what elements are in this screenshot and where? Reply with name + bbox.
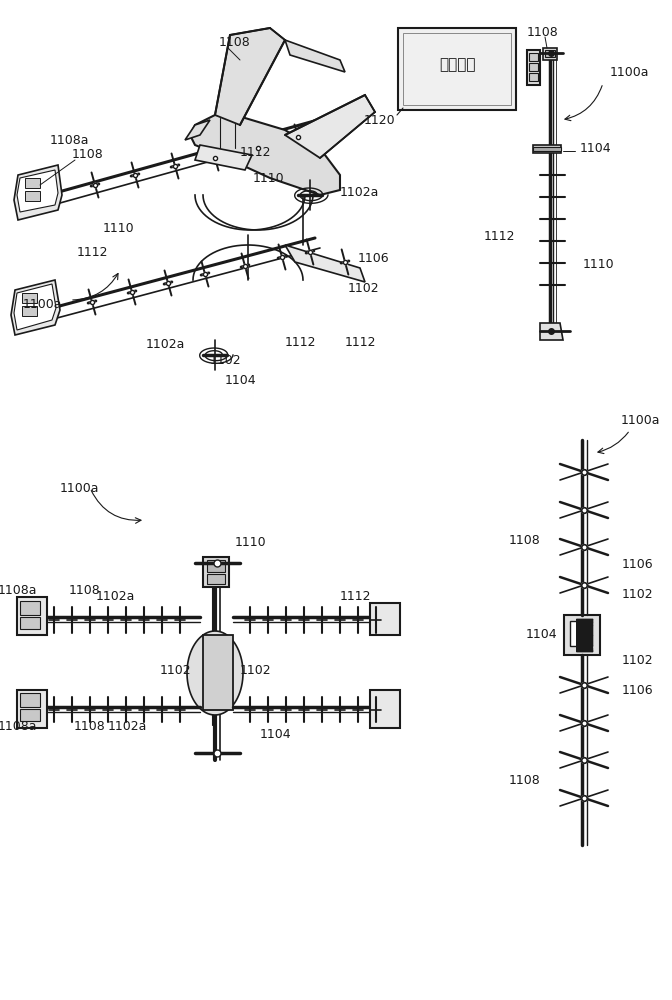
Text: 1108a: 1108a <box>0 720 37 734</box>
Bar <box>564 615 600 655</box>
Polygon shape <box>527 50 540 85</box>
Text: 1102: 1102 <box>622 654 654 666</box>
Polygon shape <box>187 631 243 715</box>
Text: 1102: 1102 <box>209 354 241 366</box>
Polygon shape <box>215 28 285 125</box>
Text: 1108: 1108 <box>69 584 101 596</box>
Text: 1106: 1106 <box>622 684 654 696</box>
Text: 1108: 1108 <box>527 26 559 39</box>
Bar <box>403 33 511 105</box>
Bar <box>17 597 47 635</box>
Bar <box>25 178 40 188</box>
Polygon shape <box>190 115 340 195</box>
Bar <box>22 293 37 303</box>
Polygon shape <box>185 120 210 140</box>
Polygon shape <box>14 284 56 330</box>
Text: 控制系统: 控制系统 <box>439 57 475 73</box>
Text: 1102a: 1102a <box>108 720 146 734</box>
Bar <box>398 28 516 110</box>
Text: 1110: 1110 <box>252 172 284 184</box>
Bar <box>207 574 225 584</box>
Text: 1112: 1112 <box>340 590 372 603</box>
Bar <box>203 635 233 710</box>
Bar <box>17 690 47 728</box>
Text: 1104: 1104 <box>259 728 291 742</box>
Text: 1112: 1112 <box>344 336 376 349</box>
Polygon shape <box>285 40 345 72</box>
Text: 1104: 1104 <box>526 629 557 642</box>
Text: 1100a: 1100a <box>620 414 660 426</box>
Text: 1110: 1110 <box>102 222 134 234</box>
Bar <box>533 147 561 151</box>
Bar <box>529 63 538 71</box>
Text: 1102: 1102 <box>622 588 654 601</box>
Text: 1108: 1108 <box>219 35 251 48</box>
Text: 1104: 1104 <box>580 141 612 154</box>
Text: 1106: 1106 <box>358 251 390 264</box>
Text: 1106: 1106 <box>622 558 654 572</box>
Text: 1100a: 1100a <box>22 298 62 312</box>
Text: 1102: 1102 <box>239 664 271 676</box>
Text: 1102: 1102 <box>348 282 380 294</box>
Text: 1108: 1108 <box>508 534 540 546</box>
Bar <box>529 73 538 81</box>
Bar <box>20 693 40 707</box>
Text: 1112: 1112 <box>483 231 515 243</box>
Text: 1100a: 1100a <box>610 66 650 80</box>
Text: 1102: 1102 <box>159 664 191 676</box>
Bar <box>370 603 400 635</box>
Bar <box>533 145 561 153</box>
Polygon shape <box>285 95 375 158</box>
Text: 1102a: 1102a <box>145 338 185 352</box>
Bar <box>25 191 40 201</box>
Bar <box>22 306 37 316</box>
Text: 1108a: 1108a <box>50 133 89 146</box>
Text: 1108a: 1108a <box>0 584 37 596</box>
Text: 1104: 1104 <box>224 373 256 386</box>
Bar <box>20 601 40 615</box>
Text: 1110: 1110 <box>234 536 266 550</box>
Polygon shape <box>11 280 60 335</box>
Text: 1110: 1110 <box>583 258 615 271</box>
Polygon shape <box>14 165 62 220</box>
Bar <box>20 617 40 629</box>
Bar <box>570 621 592 646</box>
Text: 1108: 1108 <box>72 148 103 161</box>
Polygon shape <box>540 323 563 340</box>
Text: 1112: 1112 <box>239 145 271 158</box>
Polygon shape <box>285 245 365 282</box>
Text: 1112: 1112 <box>76 245 108 258</box>
Bar <box>203 557 229 587</box>
Polygon shape <box>543 48 557 60</box>
Polygon shape <box>195 145 252 170</box>
Polygon shape <box>17 170 58 212</box>
Bar <box>529 53 538 61</box>
Bar <box>20 709 40 721</box>
Bar <box>370 690 400 728</box>
Text: 1108: 1108 <box>74 720 106 734</box>
Bar <box>207 560 225 572</box>
Text: 1120: 1120 <box>364 113 395 126</box>
Text: 1112: 1112 <box>284 336 316 349</box>
Text: 1102a: 1102a <box>95 590 134 603</box>
Text: 1102a: 1102a <box>340 186 380 198</box>
Text: 1108: 1108 <box>508 774 540 786</box>
Text: 1100a: 1100a <box>60 482 99 494</box>
Polygon shape <box>545 50 555 57</box>
